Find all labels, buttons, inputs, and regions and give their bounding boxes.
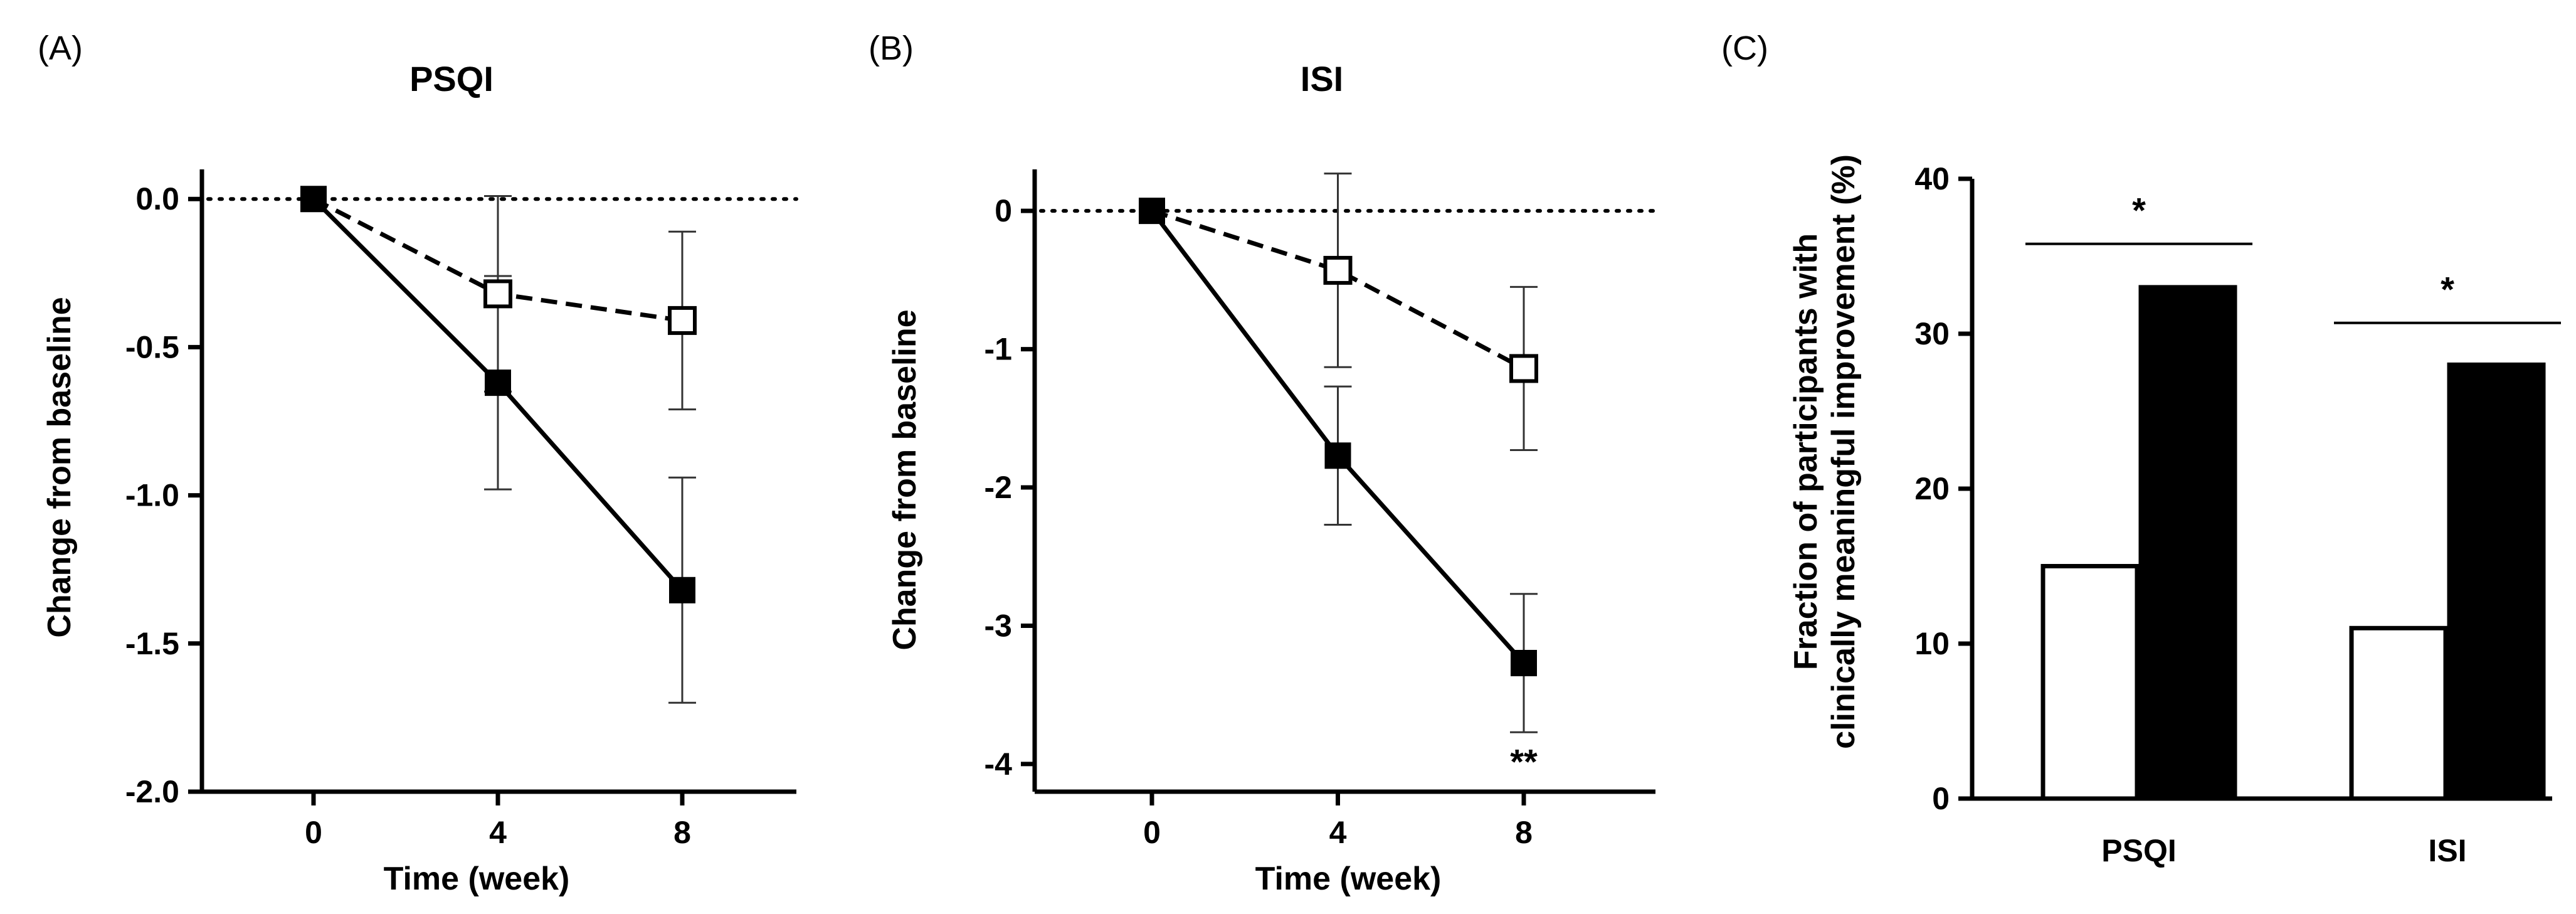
y-tick-label: 30 bbox=[1914, 316, 1950, 351]
filled-square-marker bbox=[300, 186, 327, 213]
panel-b-x-axis-label: Time (week) bbox=[1255, 861, 1442, 897]
open-square-marker bbox=[483, 279, 512, 309]
open-bar bbox=[2040, 564, 2140, 801]
panel-c-y-axis-label-line-1: Fraction of participants with bbox=[1788, 233, 1824, 670]
panel-a-label: (A) bbox=[38, 29, 83, 67]
series-line-dashed bbox=[1151, 208, 1525, 371]
y-tick-label: 20 bbox=[1914, 471, 1950, 506]
filled-bar bbox=[2138, 285, 2237, 801]
x-tick-label: 0 bbox=[1143, 815, 1161, 850]
panel-a-x-axis-label: Time (week) bbox=[384, 861, 570, 897]
panel-b-y-axis-label: Change from baseline bbox=[887, 309, 923, 650]
panel-c-label: (C) bbox=[1721, 29, 1768, 67]
y-tick-label: 40 bbox=[1914, 161, 1950, 196]
filled-bar bbox=[2447, 362, 2546, 801]
x-tick-label: 0 bbox=[305, 815, 322, 850]
y-tick-label: -2 bbox=[984, 470, 1012, 505]
y-tick-label: -1 bbox=[984, 332, 1012, 367]
open-square-marker bbox=[668, 306, 697, 335]
x-category-label: PSQI bbox=[2101, 833, 2176, 868]
significance-annotation: ** bbox=[1510, 742, 1538, 782]
y-tick-label: 10 bbox=[1914, 626, 1950, 661]
filled-square-marker bbox=[1139, 198, 1165, 225]
y-tick-label: -4 bbox=[984, 747, 1013, 782]
x-tick-label: 8 bbox=[1515, 815, 1533, 850]
panel-a-title: PSQI bbox=[409, 59, 494, 98]
panel-c-y-axis-label-line-2: clinically meaningful improvement (%) bbox=[1825, 154, 1862, 749]
filled-square-marker bbox=[669, 577, 695, 603]
open-square-marker bbox=[1509, 354, 1538, 383]
y-tick-label: -3 bbox=[984, 608, 1012, 643]
x-tick-label: 4 bbox=[1329, 815, 1347, 850]
x-tick-label: 8 bbox=[673, 815, 691, 850]
filled-square-marker bbox=[1511, 649, 1537, 676]
x-tick-label: 4 bbox=[489, 815, 507, 850]
open-bar bbox=[2349, 625, 2448, 801]
panel-a: (A) PSQI Change from baseline Time (week… bbox=[38, 29, 798, 897]
panel-c-y-axis-label: Fraction of participants with clinically… bbox=[1788, 154, 1862, 749]
y-tick-label: -1.5 bbox=[125, 626, 179, 661]
filled-square-marker bbox=[1324, 442, 1351, 469]
significance-star: * bbox=[2132, 191, 2146, 230]
panel-a-y-axis-label: Change from baseline bbox=[41, 297, 78, 637]
open-square-marker bbox=[1323, 255, 1353, 285]
y-tick-label: 0 bbox=[995, 193, 1012, 228]
significance-star: * bbox=[2441, 270, 2454, 309]
panel-b-label: (B) bbox=[868, 29, 914, 67]
panel-c: (C) Fraction of participants with clinic… bbox=[1721, 29, 2561, 868]
y-tick-label: 0.0 bbox=[135, 181, 179, 216]
x-category-label: ISI bbox=[2428, 833, 2466, 868]
y-tick-label: 0 bbox=[1932, 781, 1950, 816]
y-tick-label: -2.0 bbox=[125, 774, 179, 809]
y-tick-label: -0.5 bbox=[125, 329, 179, 364]
y-tick-label: -1.0 bbox=[125, 478, 179, 513]
panel-b: (B) ISI Change from baseline Time (week)… bbox=[868, 29, 1657, 897]
filled-square-marker bbox=[485, 369, 511, 396]
panel-b-title: ISI bbox=[1301, 59, 1343, 98]
